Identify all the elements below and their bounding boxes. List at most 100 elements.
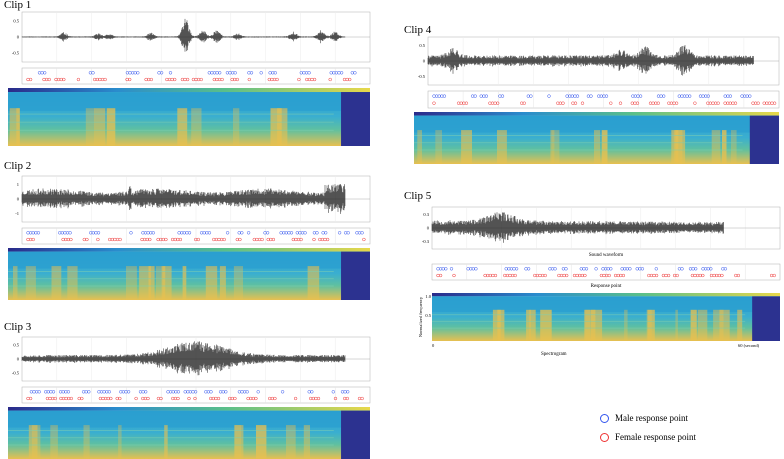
female-response-point xyxy=(235,77,239,82)
male-response-point xyxy=(609,267,613,271)
male-response-point xyxy=(474,267,478,271)
male-response-point xyxy=(303,231,307,235)
female-response-point xyxy=(345,396,349,401)
female-response-point xyxy=(360,396,364,401)
clip-3-panel: 0.5 0 -0.5 xyxy=(8,336,371,459)
spec-x-tick-end: 60 (second) xyxy=(738,343,760,348)
y-tick-label: 0.3 xyxy=(423,212,429,217)
female-response-point xyxy=(328,77,332,82)
y-tick-label: 0.5 xyxy=(13,19,19,24)
waveform: 1 0 -1 xyxy=(15,175,371,223)
male-response-point xyxy=(289,231,294,235)
spectrogram xyxy=(8,88,370,146)
male-response-point xyxy=(218,71,222,75)
legend-male: Male response point xyxy=(600,413,688,423)
male-response-point xyxy=(144,390,148,394)
female-response-point xyxy=(28,396,33,401)
female-response-point xyxy=(720,273,724,278)
female-response-point xyxy=(772,101,777,105)
legend-female-label: Female response point xyxy=(615,432,696,442)
female-response-point xyxy=(96,237,100,242)
male-response-point xyxy=(307,71,311,75)
y-tick-label: -0.5 xyxy=(12,51,20,56)
waveform: 0.5 0 -0.5 xyxy=(12,336,371,382)
y-tick-label: 0 xyxy=(17,35,20,40)
male-response-point xyxy=(638,94,643,98)
clip-2-panel: 1 0 -1 xyxy=(8,175,371,300)
male-response-point xyxy=(126,390,131,394)
male-response-point xyxy=(584,267,589,271)
male-response-point xyxy=(709,267,713,271)
male-response-point xyxy=(346,390,350,394)
male-response-point xyxy=(444,267,448,271)
female-response-point xyxy=(103,77,107,82)
female-response-point xyxy=(222,237,226,242)
female-response-point xyxy=(271,237,276,242)
male-response-point xyxy=(51,390,56,394)
female-response-point xyxy=(85,237,89,242)
y-tick-label: 0 xyxy=(17,197,20,202)
female-response-point xyxy=(118,396,122,401)
male-response-point xyxy=(187,231,192,235)
female-response-point xyxy=(348,77,352,82)
female-response-point xyxy=(543,273,547,278)
spec-y-tick-mid: 0.5 xyxy=(425,313,431,318)
male-response-point xyxy=(43,71,47,75)
male-response-point xyxy=(564,267,568,271)
male-response-point xyxy=(310,390,314,394)
female-response-point xyxy=(607,273,611,278)
response-points xyxy=(21,386,371,404)
female-response-point xyxy=(275,77,279,82)
y-tick-label: 1 xyxy=(17,182,19,187)
female-response-point xyxy=(260,237,264,242)
female-response-point xyxy=(312,77,317,82)
clip-3-title: Clip 3 xyxy=(4,321,32,333)
female-response-point xyxy=(254,396,258,401)
male-response-point xyxy=(249,71,254,75)
male-response-point xyxy=(224,390,228,394)
male-response-point xyxy=(331,390,335,394)
female-response-point xyxy=(146,396,150,401)
response-points xyxy=(427,90,780,109)
female-response-point xyxy=(666,273,671,278)
male-response-point xyxy=(640,267,645,271)
male-response-point xyxy=(324,231,328,235)
y-tick-label: -0.5 xyxy=(12,371,20,376)
female-response-point xyxy=(621,273,626,278)
male-response-point xyxy=(680,267,684,271)
male-response-point xyxy=(353,71,357,75)
female-response-point xyxy=(247,77,251,82)
female-response-point xyxy=(176,396,180,401)
female-response-point xyxy=(134,396,138,401)
female-response-point xyxy=(772,273,776,278)
male-response-point xyxy=(484,94,489,98)
male-response-point xyxy=(68,231,72,235)
clip-1-title: Clip 1 xyxy=(4,0,32,11)
female-response-point xyxy=(674,101,679,105)
male-response-point xyxy=(688,94,692,98)
male-response-point xyxy=(91,71,95,75)
female-response-point xyxy=(299,237,303,242)
female-response-point xyxy=(293,396,298,401)
female-response-point xyxy=(53,396,57,401)
male-response-point xyxy=(529,94,533,98)
spectrogram-caption: Spectrogram xyxy=(541,352,567,357)
male-response-point xyxy=(500,94,505,98)
sound-waveform-caption: Sound waveform xyxy=(589,253,623,258)
male-response-point xyxy=(176,390,181,394)
legend-female: Female response point xyxy=(600,432,696,442)
female-response-point xyxy=(656,101,660,105)
female-response-point xyxy=(193,396,197,401)
male-response-point xyxy=(66,390,71,394)
female-response-point xyxy=(297,77,301,82)
female-response-point xyxy=(109,396,113,401)
female-response-point xyxy=(583,273,587,278)
clip-figure: 0.5 0 -0.5 xyxy=(8,11,371,146)
female-response-point xyxy=(654,273,659,278)
female-response-point xyxy=(31,237,35,242)
male-response-point xyxy=(273,71,277,75)
male-response-point xyxy=(159,71,164,75)
spec-y-axis-label: Normalized frequency xyxy=(418,296,423,337)
female-response-point xyxy=(513,273,517,278)
female-response-point xyxy=(28,77,33,82)
